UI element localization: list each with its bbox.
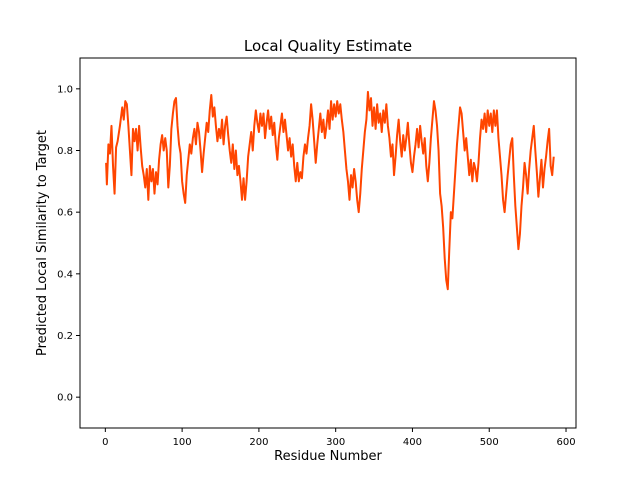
y-axis-label: Predicted Local Similarity to Target [35,130,50,356]
chart-title: Local Quality Estimate [244,37,412,55]
y-tick-label: 0.6 [57,208,73,219]
x-tick-label: 200 [249,437,268,448]
y-tick-label: 0.4 [57,269,73,280]
plot-frame [79,57,577,429]
x-tick-label: 600 [556,437,575,448]
y-tick-label: 1.0 [57,84,73,95]
x-tick-label: 100 [173,437,192,448]
y-tick-label: 0.8 [57,146,73,157]
x-axis-label: Residue Number [274,449,382,464]
x-tick-label: 0 [102,437,108,448]
y-tick-label: 0.0 [57,393,73,404]
axis-ticks: 0 100 200 300 400 500 600 0.0 0.2 0.4 0.6 0.8 1.0 [57,84,575,448]
y-tick-label: 0.2 [57,331,73,342]
x-tick-label: 500 [480,437,499,448]
x-tick-label: 300 [326,437,345,448]
x-tick-label: 400 [403,437,422,448]
series-line [105,90,555,291]
